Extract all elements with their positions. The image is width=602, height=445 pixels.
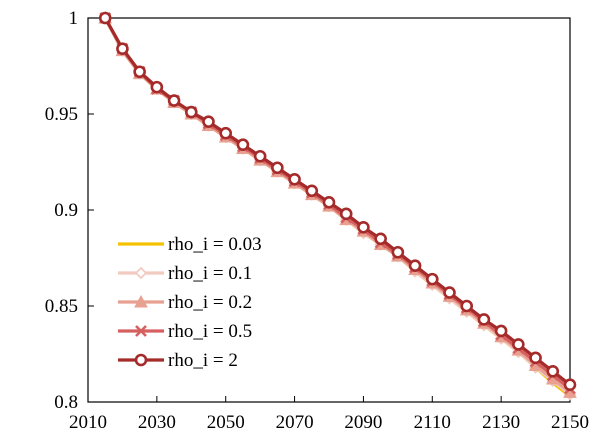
legend-label: rho_i = 2 [168, 350, 238, 371]
legend-item: rho_i = 0.2 [118, 292, 252, 313]
series-layer [98, 10, 577, 401]
data-point [563, 378, 577, 392]
legend-label: rho_i = 0.1 [168, 263, 252, 284]
x-tick-label: 2150 [551, 412, 589, 433]
data-point [202, 115, 215, 128]
x-tick-label: 2070 [276, 412, 314, 433]
data-point [271, 161, 284, 175]
data-point [219, 126, 233, 140]
data-point [236, 138, 250, 152]
data-point [116, 42, 129, 56]
data-point [494, 324, 508, 338]
data-point [184, 105, 198, 119]
data-point [339, 207, 353, 221]
data-point [391, 245, 405, 259]
x-tick-label: 2010 [69, 412, 107, 433]
data-point [253, 149, 267, 163]
data-point [322, 196, 336, 209]
data-point [167, 94, 181, 107]
legend-item: rho_i = 2 [118, 350, 238, 371]
data-point [288, 172, 301, 186]
legend-label: rho_i = 0.2 [168, 292, 252, 313]
legend: rho_i = 0.03 rho_i = 0.1 rho_i = 0.2 rho_i … [118, 234, 262, 371]
y-tick-label: 0.85 [45, 296, 78, 317]
data-point [374, 232, 387, 246]
data-point [135, 325, 147, 337]
y-tick-label: 0.9 [54, 200, 78, 221]
data-point [357, 220, 370, 234]
x-tick-label: 2110 [414, 412, 451, 433]
data-point [98, 11, 112, 25]
y-tick-label: 1 [69, 8, 79, 29]
data-point [134, 353, 148, 367]
data-point [408, 259, 422, 272]
y-tick-label: 0.95 [45, 104, 78, 125]
x-tick-label: 2130 [482, 412, 520, 433]
data-point [134, 294, 148, 308]
y-axis: 0.8 0.85 0.9 0.95 1 [45, 8, 94, 413]
x-tick-label: 2090 [344, 412, 382, 433]
x-tick-label: 2030 [138, 412, 176, 433]
data-point [460, 299, 474, 313]
data-point [443, 286, 456, 299]
data-point [529, 351, 542, 365]
legend-label: rho_i = 0.5 [168, 321, 252, 342]
marker-stroke [135, 325, 147, 337]
data-point [305, 184, 319, 198]
legend-label: rho_i = 0.03 [168, 234, 262, 255]
series-line [103, 17, 571, 386]
legend-item: rho_i = 0.5 [118, 321, 252, 342]
data-point [133, 65, 146, 79]
series-4 [98, 11, 577, 392]
data-point [425, 272, 439, 286]
data-point [477, 313, 491, 326]
data-point [134, 266, 148, 280]
data-point [150, 80, 164, 94]
data-point [512, 338, 525, 351]
y-tick-label: 0.8 [54, 392, 78, 413]
x-axis: 2010 2030 2050 2070 2090 2110 2130 2150 [69, 396, 589, 433]
legend-item: rho_i = 0.03 [118, 234, 262, 255]
legend-item: rho_i = 0.1 [118, 263, 252, 284]
x-tick-label: 2050 [207, 412, 245, 433]
data-point [546, 364, 560, 378]
